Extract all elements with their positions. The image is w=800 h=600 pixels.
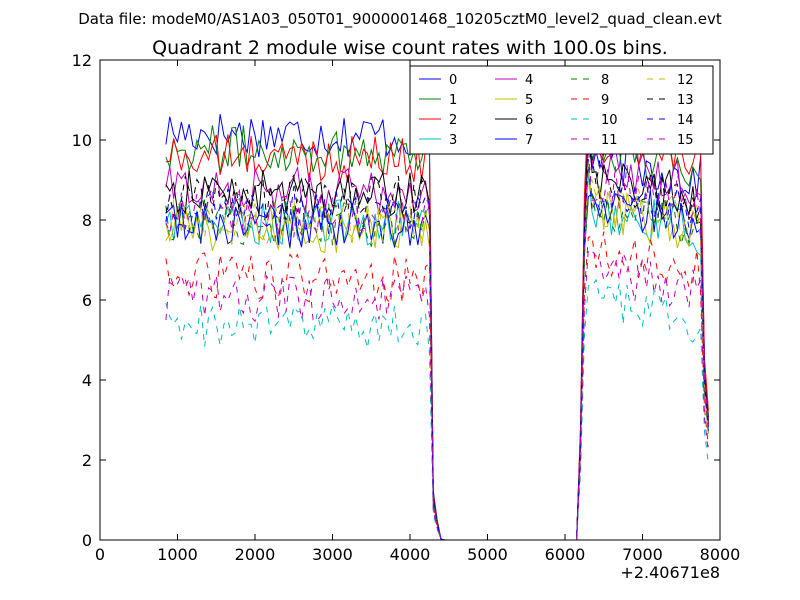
y-tick-label: 4 [82,371,92,390]
x-tick-label: 3000 [312,545,353,564]
x-tick-label: 4000 [390,545,431,564]
legend-label-1: 1 [449,93,457,108]
legend-label-5: 5 [525,93,533,108]
legend-label-11: 11 [601,133,618,148]
x-axis-offset-label: +2.40671e8 [620,563,720,582]
y-tick-label: 2 [82,451,92,470]
y-tick-label: 10 [72,131,92,150]
x-tick-label: 6000 [545,545,586,564]
legend-label-0: 0 [449,73,457,88]
legend-label-12: 12 [677,73,694,88]
series-line-6 [165,128,709,540]
series-layer [165,102,709,540]
legend-label-14: 14 [677,113,694,128]
legend-label-8: 8 [601,73,609,88]
series-line-15 [165,147,709,540]
series-line-10 [165,278,709,540]
series-line-11 [165,249,709,540]
series-line-2 [165,102,709,540]
legend-label-2: 2 [449,113,457,128]
chart-suptitle: Data file: modeM0/AS1A03_050T01_90000014… [78,10,722,29]
y-tick-label: 12 [72,51,92,70]
series-line-12 [165,177,709,540]
legend-label-7: 7 [525,133,533,148]
y-tick-label: 0 [82,531,92,550]
y-tick-label: 6 [82,291,92,310]
x-tick-label: 1000 [157,545,198,564]
x-tick-label: 5000 [467,545,508,564]
legend-label-9: 9 [601,93,609,108]
y-tick-label: 8 [82,211,92,230]
legend-label-15: 15 [677,133,694,148]
x-tick-label: 2000 [235,545,276,564]
series-line-14 [165,159,709,540]
legend-label-3: 3 [449,133,457,148]
x-tick-label: 0 [95,545,105,564]
chart-title: Quadrant 2 module wise count rates with … [152,37,668,59]
series-line-9 [165,231,709,540]
axis-layer: 0 1000 2000 3000 4000 5000 6000 7000 80000246810… [72,51,741,564]
legend-label-13: 13 [677,93,694,108]
x-tick-label: 7000 [622,545,663,564]
legend-label-6: 6 [525,113,533,128]
legend-label-4: 4 [525,73,533,88]
x-tick-label: 8000 [700,545,741,564]
legend-label-10: 10 [601,113,618,128]
series-line-13 [165,153,709,540]
series-line-0 [165,112,709,540]
